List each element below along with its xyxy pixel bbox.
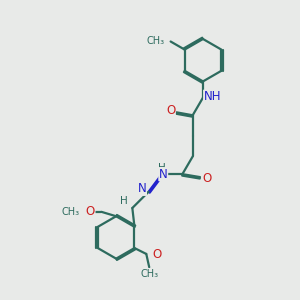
Text: N: N bbox=[159, 168, 168, 181]
Text: CH₃: CH₃ bbox=[61, 207, 79, 217]
Text: O: O bbox=[202, 172, 211, 185]
Text: CH₃: CH₃ bbox=[140, 269, 158, 279]
Text: H: H bbox=[158, 163, 165, 173]
Text: NH: NH bbox=[204, 90, 221, 103]
Text: O: O bbox=[153, 248, 162, 261]
Text: O: O bbox=[86, 205, 95, 218]
Text: CH₃: CH₃ bbox=[146, 36, 164, 46]
Text: O: O bbox=[166, 104, 175, 117]
Text: N: N bbox=[138, 182, 146, 195]
Text: H: H bbox=[120, 196, 128, 206]
